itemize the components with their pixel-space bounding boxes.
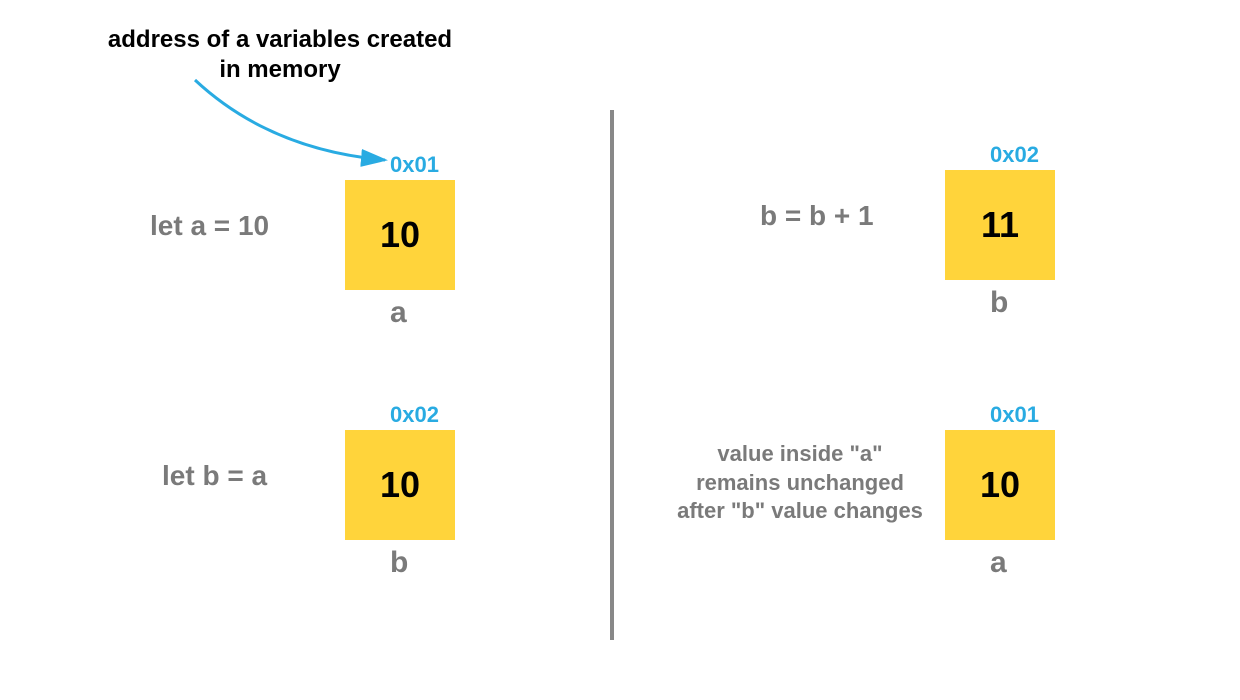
- code-left-b: let b = a: [162, 460, 267, 492]
- mem-value-right-a: 10: [980, 464, 1020, 506]
- var-left-a: a: [390, 296, 407, 330]
- mem-value-right-b: 11: [981, 204, 1019, 246]
- var-right-b: b: [990, 286, 1008, 320]
- annotation-arrow: [0, 0, 1240, 700]
- code-left-a: let a = 10: [150, 210, 269, 242]
- addr-right-b: 0x02: [990, 142, 1039, 168]
- addr-left-b: 0x02: [390, 402, 439, 428]
- caption-line2: remains unchanged: [696, 470, 904, 495]
- addr-right-a: 0x01: [990, 402, 1039, 428]
- var-left-b: b: [390, 546, 408, 580]
- mem-box-left-a: 10: [345, 180, 455, 290]
- mem-value-left-a: 10: [380, 214, 420, 256]
- mem-box-right-b: 11: [945, 170, 1055, 280]
- caption-line1: value inside "a": [717, 441, 882, 466]
- code-right-b: b = b + 1: [760, 200, 874, 232]
- mem-box-right-a: 10: [945, 430, 1055, 540]
- mem-box-left-b: 10: [345, 430, 455, 540]
- caption-right-a: value inside "a" remains unchanged after…: [670, 440, 930, 526]
- caption-line3: after "b" value changes: [677, 498, 923, 523]
- mem-value-left-b: 10: [380, 464, 420, 506]
- addr-left-a: 0x01: [390, 152, 439, 178]
- diagram-stage: address of a variables created in memory…: [0, 0, 1240, 700]
- center-divider: [610, 110, 614, 640]
- var-right-a: a: [990, 546, 1007, 580]
